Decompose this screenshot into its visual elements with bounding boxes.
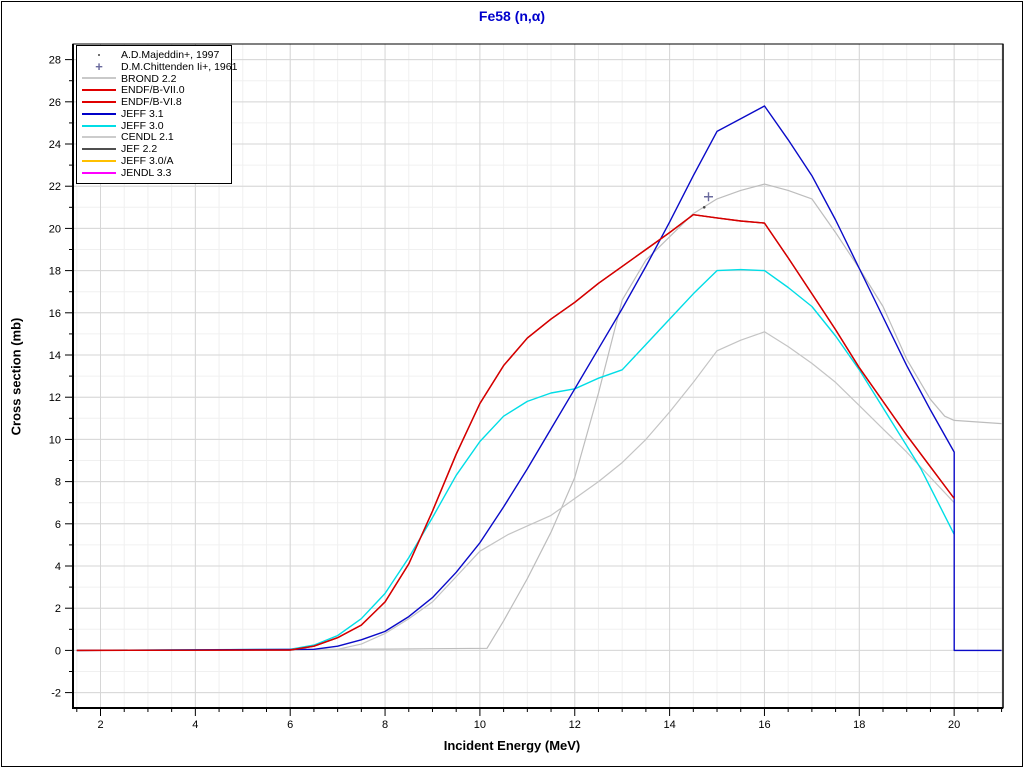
legend-item-label: CENDL 2.1: [121, 131, 174, 144]
legend-item-label: JEFF 3.0/A: [121, 155, 174, 168]
y-tick-label: 20: [49, 223, 61, 235]
y-tick-label: 26: [49, 97, 61, 109]
y-tick-label: 2: [55, 603, 61, 615]
legend-line-swatch: [77, 167, 121, 179]
legend-item-D.M.Chittenden-Ii-1961: + D.M.Chittenden Ii+, 1961: [77, 58, 237, 74]
y-tick-label: 10: [49, 434, 61, 446]
chart-title: Fe58 (n,α): [478, 8, 546, 24]
legend-item-label: D.M.Chittenden Ii+, 1961: [121, 60, 238, 73]
legend-line-swatch: [77, 143, 121, 155]
x-tick-label: 16: [758, 719, 770, 731]
legend-item-JEF-2.2: JEF 2.2: [77, 143, 231, 155]
series-ENDF-B-VI.8: [76, 213, 955, 652]
legend-line-swatch: [77, 155, 121, 167]
legend-line-swatch: [77, 108, 121, 120]
x-tick-label: 8: [382, 719, 388, 731]
x-axis-label: Incident Energy (MeV): [443, 738, 581, 753]
x-tick-label: 4: [192, 719, 198, 731]
series-JEFF-3.1: [76, 105, 1002, 652]
series-JEFF-3.0: [76, 268, 955, 652]
y-axis-label: Cross section (mb): [8, 317, 24, 436]
legend-item-label: A.D.Majeddin+, 1997: [121, 48, 220, 61]
x-tick-label: 18: [853, 719, 865, 731]
x-tick-label: 12: [569, 719, 581, 731]
legend-item-label: BROND 2.2: [121, 72, 177, 85]
legend-line-swatch: [77, 120, 121, 132]
legend-item-JENDL-3.3: JENDL 3.3: [77, 167, 231, 179]
legend-item-label: JEF 2.2: [121, 143, 158, 156]
legend-line-swatch: [77, 73, 121, 85]
x-tick-label: 10: [474, 719, 486, 731]
legend-item-JEFF-3.0-A: JEFF 3.0/A: [77, 155, 231, 167]
legend-line-swatch: [77, 84, 121, 96]
legend-item-ENDF-B-VII.0: ENDF/B-VII.0: [77, 84, 231, 96]
y-tick-label: 28: [49, 55, 61, 67]
series-CENDL-2.1: [76, 331, 955, 652]
y-tick-label: -2: [51, 688, 61, 700]
y-tick-label: 14: [49, 350, 61, 362]
legend-item-label: ENDF/B-VI.8: [121, 96, 182, 109]
y-tick-label: 22: [49, 181, 61, 193]
legend-dot-marker-icon: [77, 49, 121, 61]
legend-item-label: JEFF 3.0: [121, 119, 164, 132]
legend-item-CENDL-2.1: CENDL 2.1: [77, 131, 231, 144]
y-tick-label: 12: [49, 392, 61, 404]
data-point-dot: [702, 206, 706, 209]
y-tick-label: 8: [55, 477, 61, 489]
data-point-plus: [703, 192, 713, 202]
y-tick-label: 4: [55, 561, 61, 573]
legend-line-swatch: [77, 96, 121, 108]
legend-item-JEFF-3.1: JEFF 3.1: [77, 108, 231, 120]
series-BROND-2.2: [76, 183, 1002, 652]
legend-item-ENDF-B-VI.8: ENDF/B-VI.8: [77, 96, 231, 108]
x-tick-label: 14: [663, 719, 675, 731]
legend-item-label: JENDL 3.3: [121, 166, 172, 179]
y-tick-label: 6: [55, 519, 61, 531]
legend-item-BROND-2.2: BROND 2.2: [77, 73, 231, 85]
legend-item-label: ENDF/B-VII.0: [121, 84, 185, 97]
legend-item-A.D.Majeddin-1997: A.D.Majeddin+, 1997: [77, 49, 231, 61]
y-tick-label: 18: [49, 266, 61, 278]
y-tick-label: 16: [49, 308, 61, 320]
legend: A.D.Majeddin+, 1997 + D.M.Chittenden Ii+, …: [76, 45, 237, 184]
legend-line-swatch: [77, 132, 121, 144]
legend-plus-marker-icon: +: [95, 58, 103, 74]
x-tick-label: 2: [97, 719, 103, 731]
series-ENDF-B-VII.0: [76, 213, 955, 652]
x-tick-label: 6: [287, 719, 293, 731]
legend-item-label: JEFF 3.1: [121, 107, 164, 120]
y-tick-label: 24: [49, 139, 61, 151]
x-tick-label: 20: [948, 719, 960, 731]
legend-item-JEFF-3.0: JEFF 3.0: [77, 120, 231, 132]
y-tick-label: 0: [55, 645, 61, 657]
